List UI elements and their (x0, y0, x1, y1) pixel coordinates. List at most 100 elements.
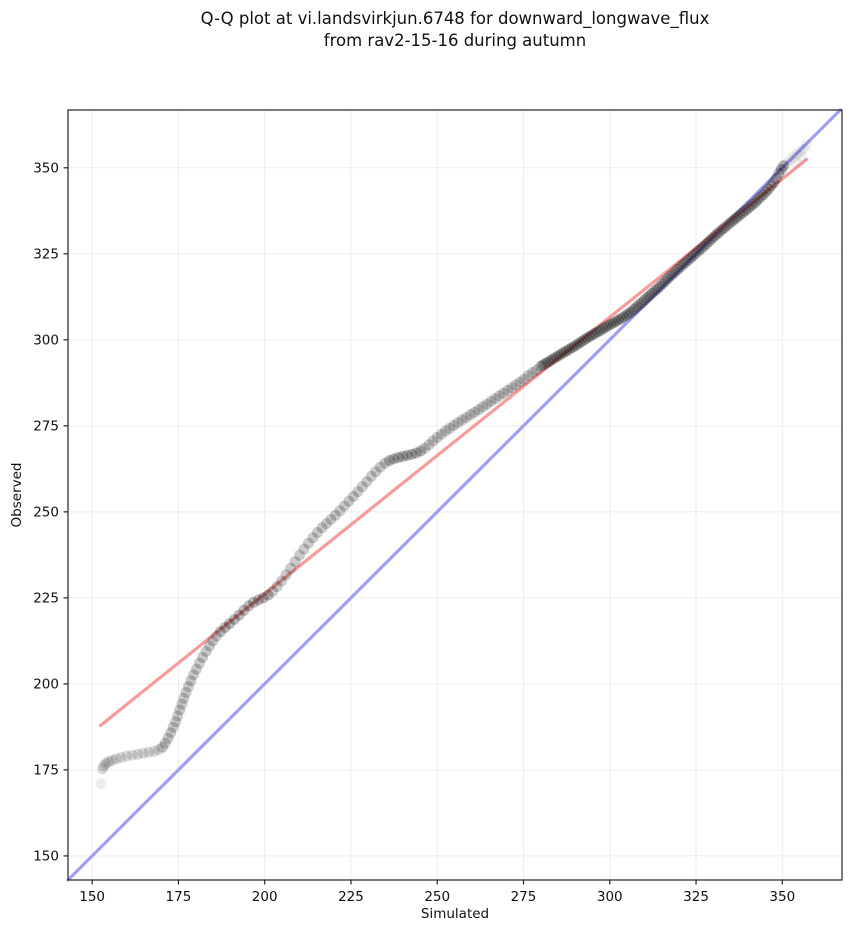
scatter-point (631, 301, 642, 313)
scatter-point (343, 495, 355, 507)
scatter-point (356, 481, 368, 493)
scatter-point (584, 330, 596, 342)
scatter-point (600, 321, 611, 333)
scatter-point (298, 543, 310, 555)
scatter-point (374, 461, 386, 473)
scatter-point (765, 180, 777, 192)
scatter-point (687, 250, 699, 261)
scatter-point (729, 213, 741, 225)
scatter-point (514, 376, 526, 388)
scatter-point (435, 428, 447, 440)
scatter-point (662, 273, 674, 285)
scatter-point (356, 481, 368, 493)
scatter-point (784, 154, 796, 166)
scatter-point (194, 657, 205, 669)
scatter-point (271, 581, 283, 592)
scatter-point (695, 243, 707, 255)
scatter-point (531, 364, 543, 376)
scatter-point (672, 263, 684, 275)
scatter-point (612, 314, 624, 326)
scatter-point (607, 317, 619, 329)
scatter-point (316, 522, 328, 534)
scatter-point (194, 657, 205, 669)
scatter-point (693, 245, 705, 257)
scatter-point (343, 495, 355, 507)
scatter-point (687, 250, 699, 261)
scatter-point (563, 343, 575, 355)
scatter-point (719, 222, 730, 234)
scatter-point (566, 342, 578, 354)
scatter-point (415, 445, 427, 457)
scatter-point (115, 752, 127, 763)
scatter-point (159, 737, 171, 749)
scatter-point (506, 382, 518, 394)
scatter-point (427, 435, 439, 447)
scatter-point (700, 238, 712, 250)
scatter-point (755, 191, 767, 203)
scatter-point (228, 614, 240, 625)
scatter-point (210, 630, 222, 642)
scatter-point (682, 254, 694, 266)
scatter-point (431, 432, 443, 443)
scatter-point (289, 556, 301, 568)
scatter-point (379, 457, 391, 469)
scatter-point (623, 308, 635, 319)
scatter-point (760, 186, 772, 198)
scatter-point (243, 600, 255, 612)
scatter-point (739, 205, 751, 217)
scatter-point (641, 292, 653, 304)
scatter-point (383, 455, 395, 467)
scatter-point (716, 224, 728, 236)
scatter-point (594, 325, 606, 336)
y-tick-label: 275 (33, 419, 59, 435)
scatter-point (568, 340, 580, 352)
scatter-point (711, 228, 723, 240)
scatter-point (729, 213, 741, 225)
scatter-point (233, 609, 245, 621)
scatter-point (298, 543, 310, 555)
scatter-point (739, 205, 751, 217)
scatter-point (423, 439, 435, 451)
scatter-point (780, 158, 792, 170)
scatter-point (558, 346, 570, 358)
scatter-point (763, 183, 774, 195)
x-tick-label: 300 (597, 889, 623, 905)
scatter-point (540, 357, 552, 369)
scatter-point (224, 618, 235, 630)
scatter-point (307, 532, 319, 544)
scatter-point (744, 200, 756, 212)
scatter-point (747, 198, 759, 210)
scatter-point (713, 226, 725, 238)
scatter-point (190, 663, 202, 675)
scatter-point (103, 756, 115, 768)
scatter-point (165, 727, 177, 739)
chart-title-line1: Q-Q plot at vi.landsvirkjun.6748 for dow… (200, 9, 710, 28)
scatter-point (190, 663, 202, 675)
scatter-point (502, 384, 514, 396)
scatter-point (167, 721, 179, 733)
scatter-point (253, 594, 264, 606)
scatter-point (410, 447, 422, 459)
scatter-point (431, 432, 443, 443)
scatter-point (537, 359, 549, 371)
scatter-point (638, 294, 650, 306)
scatter-point (334, 505, 346, 517)
scatter-point (568, 340, 580, 352)
scatter-point (664, 270, 676, 282)
scatter-point (210, 630, 222, 642)
scatter-point (757, 189, 769, 201)
scatter-point (675, 261, 686, 273)
scatter-point (162, 732, 174, 744)
scatter-point (581, 332, 593, 344)
scatter-point (618, 311, 630, 323)
scatter-point (410, 447, 422, 459)
scatter-point (742, 203, 754, 215)
scatter-point (352, 486, 364, 498)
scatter-point (489, 393, 501, 405)
scatter-point (615, 313, 627, 325)
x-tick-label: 225 (338, 889, 364, 905)
scatter-point (610, 316, 622, 328)
scatter-point (248, 596, 260, 608)
scatter-point (589, 327, 601, 339)
